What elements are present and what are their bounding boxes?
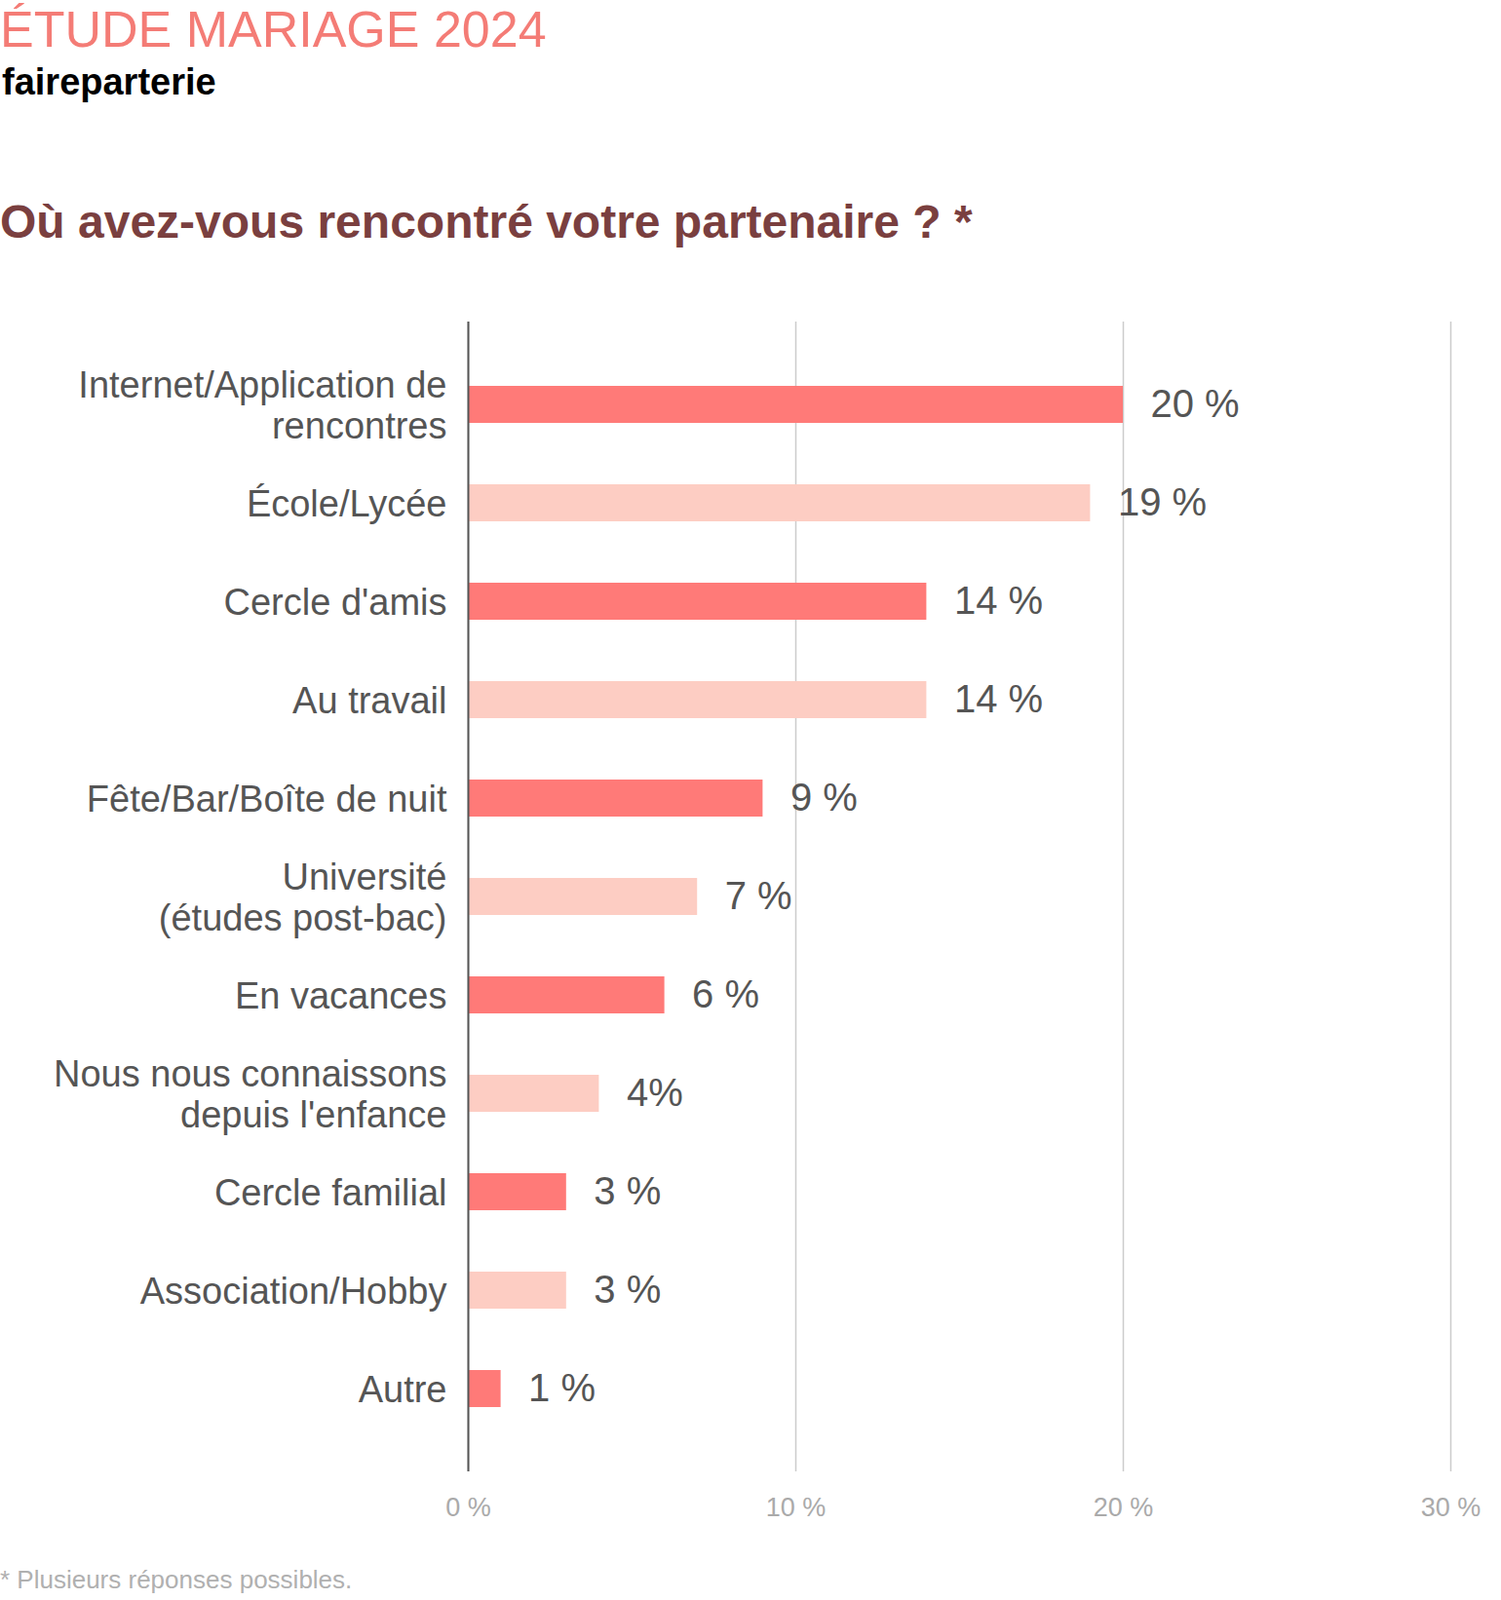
svg-text:19 %: 19 % — [1117, 480, 1207, 524]
html-text:Où avez-vous rencontré votre p: Où avez-vous rencontré votre partenaire … — [0, 195, 973, 248]
html-text:faireparterie: faireparterie — [1, 61, 217, 103]
svg-text:Cercle familial: Cercle familial — [214, 1172, 448, 1214]
svg-text:0 %: 0 % — [445, 1493, 492, 1523]
svg-text:14 %: 14 % — [954, 578, 1043, 622]
svg-text:Association/Hobby: Association/Hobby — [140, 1270, 448, 1312]
svg-text:20 %: 20 % — [1151, 382, 1240, 425]
svg-text:3 %: 3 % — [593, 1169, 661, 1213]
svg-text:6 %: 6 % — [692, 972, 760, 1016]
svg-text:Internet/Application derencont: Internet/Application derencontres — [77, 364, 447, 447]
svg-text:20 %: 20 % — [1093, 1493, 1155, 1523]
svg-text:9 %: 9 % — [790, 775, 858, 819]
svg-text:1 %: 1 % — [528, 1366, 596, 1410]
svg-text:En vacances: En vacances — [234, 975, 448, 1017]
svg-text:10 %: 10 % — [766, 1493, 827, 1523]
html-text:* Plusieurs réponses possibles: * Plusieurs réponses possibles. — [0, 1565, 353, 1595]
svg-text:30 %: 30 % — [1421, 1493, 1482, 1523]
svg-text:École/Lycée: École/Lycée — [246, 483, 448, 525]
svg-text:4%: 4% — [626, 1071, 684, 1115]
svg-text:7 %: 7 % — [725, 874, 793, 918]
svg-text:14 %: 14 % — [954, 677, 1043, 721]
svg-text:Fête/Bar/Boîte de nuit: Fête/Bar/Boîte de nuit — [86, 778, 448, 820]
svg-text:3 %: 3 % — [593, 1268, 661, 1311]
svg-text:Autre: Autre — [358, 1369, 448, 1411]
svg-text:Au travail: Au travail — [292, 680, 447, 722]
svg-text:Nous nous connaissonsdepuis l': Nous nous connaissonsdepuis l'enfance — [53, 1053, 447, 1136]
svg-text:Cercle d'amis: Cercle d'amis — [224, 581, 448, 623]
html-text:ÉTUDE MARIAGE 2024: ÉTUDE MARIAGE 2024 — [0, 0, 547, 58]
svg-text:Université(études post-bac): Université(études post-bac) — [158, 856, 448, 939]
